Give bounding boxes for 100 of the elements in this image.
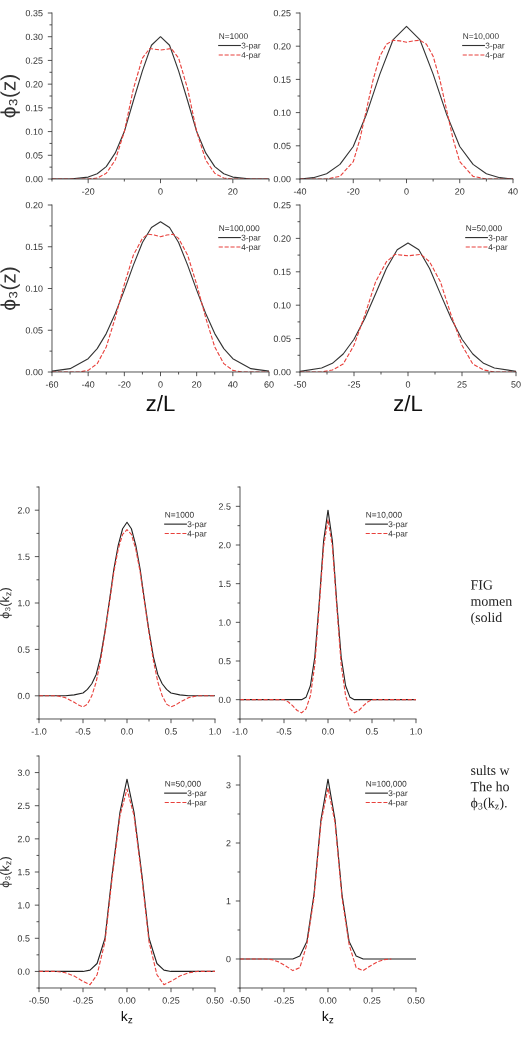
legend-label: 4-par — [388, 799, 408, 808]
legend-label: 3-par — [485, 42, 505, 51]
y-tick-label: 0.05 — [273, 142, 291, 150]
legend-label: 3-par — [187, 521, 207, 529]
x-axis-title: k$_{z}$ — [322, 1010, 334, 1024]
x-tick-label: 0.5 — [366, 728, 378, 735]
text: ϕ$_{3}$(k$_{z}$). — [471, 797, 507, 811]
y-tick-label: 0 — [226, 955, 231, 963]
y-tick-label: 1 — [226, 898, 231, 905]
x-tick-label: -20 — [82, 188, 95, 195]
y-tick-label: 0.00 — [25, 175, 43, 183]
legend-title: N=1000 — [165, 511, 194, 518]
x-tick-label: 50 — [511, 381, 521, 388]
x-tick-label: -40 — [82, 381, 95, 388]
text: FIG — [470, 580, 493, 590]
legend-title: N=100,000 — [366, 780, 407, 788]
y-tick-label: 0.00 — [25, 368, 43, 376]
legend-label: 3-par — [488, 234, 508, 243]
y-tick-label: 0.20 — [25, 81, 43, 88]
x-tick-label: 0 — [158, 188, 163, 195]
y-tick-label: 2.5 — [17, 802, 30, 810]
x-tick-label: 0 — [404, 188, 409, 195]
x-tick-label: -0.25 — [73, 997, 93, 1004]
x-tick-label: 0.25 — [162, 997, 180, 1004]
legend-title: N=50,000 — [165, 780, 201, 788]
legend-title: N=10,000 — [366, 511, 402, 519]
y-tick-label: 2.0 — [17, 835, 30, 843]
y-tick-label: 2.5 — [218, 503, 231, 510]
x-tick-label: 0 — [158, 381, 163, 388]
x-tick-label: -0.5 — [276, 728, 292, 735]
y-tick-label: 0.00 — [273, 368, 291, 376]
y-tick-label: 0.5 — [17, 646, 30, 653]
y-tick-label: 1.5 — [18, 869, 30, 876]
y-tick-label: 0.10 — [25, 128, 43, 135]
y-axis-title: ϕ₃(k$_{z}$) — [0, 588, 12, 619]
y-tick-label: 0.5 — [218, 657, 231, 665]
y-tick-label: 0.10 — [273, 302, 291, 309]
x-tick-label: 60 — [264, 381, 274, 388]
y-axis-title: ϕ₃(k$_{z}$) — [0, 857, 12, 888]
x-tick-label: 0.0 — [322, 728, 334, 735]
x-tick-label: -0.5 — [75, 728, 91, 735]
x-tick-label: 1.0 — [410, 728, 422, 735]
y-tick-label: 0.0 — [218, 696, 231, 704]
legend-label: 4-par — [187, 530, 207, 539]
y-tick-label: 1.0 — [18, 599, 30, 607]
x-tick-label: 0.25 — [363, 997, 381, 1004]
x-tick-label: 20 — [455, 188, 465, 195]
x-axis-title: z/L — [146, 395, 175, 412]
legend-label: 4-par — [187, 799, 207, 808]
x-tick-label: -20 — [347, 188, 360, 195]
legend-title: N=50,000 — [466, 225, 502, 233]
y-tick-label: 2.0 — [17, 507, 30, 514]
y-tick-label: 0.25 — [273, 201, 291, 209]
x-tick-label: -0.25 — [274, 997, 294, 1004]
y-tick-label: 2 — [226, 839, 231, 847]
x-tick-label: -50 — [293, 381, 307, 388]
x-axis-title: k$_{z}$ — [121, 1010, 133, 1024]
x-tick-label: -0.50 — [29, 997, 49, 1004]
y-tick-label: 2.0 — [218, 541, 231, 549]
x-tick-label: 0 — [405, 381, 411, 388]
y-tick-label: 0.25 — [25, 57, 43, 64]
text: sults w — [471, 765, 510, 776]
text: momen — [470, 599, 513, 606]
y-tick-label: 0.20 — [273, 235, 291, 242]
text: The ho — [470, 781, 509, 792]
legend-label: 3-par — [241, 42, 261, 51]
legend-label: 3-par — [388, 521, 408, 529]
x-tick-label: -1.0 — [31, 728, 47, 735]
y-axis-title: ϕ₃(z) — [0, 75, 20, 118]
y-tick-label: 0.35 — [25, 9, 43, 17]
text: (solid — [471, 612, 503, 625]
legend-label: 3-par — [388, 790, 408, 798]
x-tick-label: -25 — [347, 381, 361, 388]
legend-label: 4-par — [488, 244, 508, 252]
y-tick-label: 0.0 — [17, 968, 30, 975]
x-tick-label: 0.00 — [118, 997, 136, 1004]
x-tick-label: 0.0 — [121, 728, 133, 735]
x-tick-label: -1.0 — [232, 728, 248, 735]
y-tick-label: 0.20 — [273, 43, 291, 50]
x-tick-label: 20 — [192, 381, 202, 388]
x-tick-label: 40 — [508, 188, 518, 195]
y-tick-label: 0.15 — [273, 76, 291, 83]
y-tick-label: 0.10 — [25, 285, 43, 292]
legend-title: N=100,000 — [219, 225, 260, 233]
y-tick-label: 0.25 — [273, 9, 291, 17]
x-tick-label: 40 — [228, 381, 238, 388]
y-tick-label: 0.15 — [25, 104, 43, 112]
y-tick-label: 0.0 — [17, 692, 30, 700]
legend-label: 4-par — [241, 244, 261, 252]
x-tick-label: 20 — [228, 188, 238, 195]
x-tick-label: -60 — [45, 381, 59, 388]
legend-label: 4-par — [485, 52, 505, 60]
y-tick-label: 1.0 — [219, 619, 231, 626]
x-tick-label: 0.00 — [319, 997, 337, 1004]
x-tick-label: -40 — [293, 188, 307, 195]
y-tick-label: 1.5 — [219, 580, 231, 588]
legend-label: 3-par — [187, 790, 207, 798]
x-tick-label: 1.0 — [209, 728, 221, 735]
y-tick-label: 0.15 — [25, 243, 43, 251]
y-tick-label: 0.20 — [25, 201, 43, 209]
